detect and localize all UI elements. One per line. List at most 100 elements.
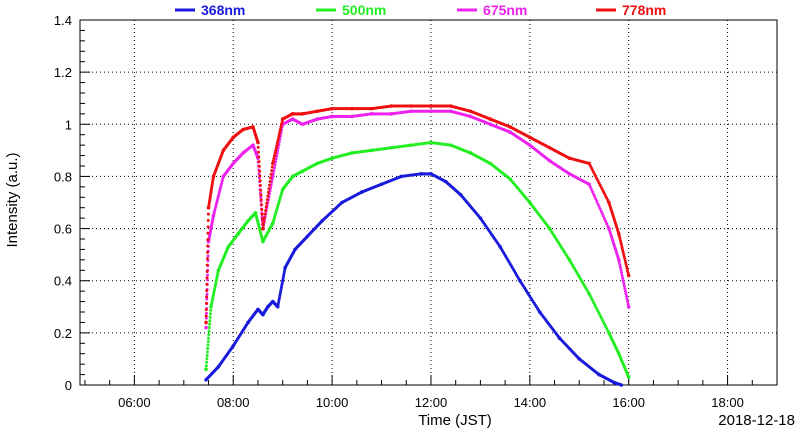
- trace-dot: [280, 122, 284, 126]
- y-tick-label: 1.2: [54, 65, 72, 80]
- trace-dot: [257, 150, 261, 154]
- trace-dot: [617, 260, 621, 264]
- trace-dot: [204, 308, 208, 312]
- trace-dot: [599, 209, 603, 213]
- trace-dot: [274, 149, 278, 153]
- trace-dot: [598, 207, 602, 211]
- trace-dot: [593, 195, 597, 199]
- x-tick-label: 10:00: [316, 395, 349, 410]
- data-point: [256, 140, 260, 145]
- trace-dot: [620, 274, 624, 277]
- trace-dot: [624, 262, 628, 266]
- x-tick-label: 06:00: [118, 395, 151, 410]
- trace-dot: [270, 165, 274, 169]
- trace-dot: [266, 190, 270, 194]
- data-point: [204, 367, 208, 372]
- trace-dot: [597, 204, 601, 208]
- trace-dot: [265, 201, 269, 205]
- trace-dot: [204, 301, 208, 305]
- trace-dot: [271, 159, 275, 163]
- x-tick-label: 16:00: [612, 395, 645, 410]
- trace-dot: [264, 205, 268, 209]
- trace-dot: [277, 134, 281, 138]
- trace-dot: [205, 295, 209, 299]
- trace-dot: [263, 212, 267, 216]
- trace-dot: [204, 364, 208, 368]
- trace-dot: [622, 284, 626, 288]
- trace-dot: [206, 244, 210, 248]
- trace-dot: [205, 276, 209, 280]
- trace-dot: [619, 241, 623, 245]
- trace-dot: [205, 269, 209, 273]
- trace-dot: [262, 219, 266, 223]
- trace-dot: [625, 267, 629, 271]
- trace-dot: [206, 250, 210, 254]
- data-point: [626, 375, 631, 379]
- trace-dot: [601, 214, 605, 218]
- x-axis-title: Time (JST): [418, 412, 492, 429]
- trace-dot: [622, 255, 626, 259]
- trace-dot: [618, 263, 622, 267]
- trace-dot: [208, 312, 212, 316]
- trace-dot: [594, 197, 598, 201]
- trace-dot: [275, 154, 279, 158]
- trace-dot: [588, 185, 592, 189]
- trace-dot: [268, 179, 272, 183]
- trace-dot: [273, 152, 277, 156]
- data-point: [587, 182, 591, 187]
- trace-dot: [626, 300, 630, 304]
- trace-dot: [620, 243, 624, 247]
- trace-dot: [621, 250, 625, 254]
- trace-dot: [603, 217, 607, 221]
- trace-dot: [619, 268, 623, 272]
- data-point: [617, 258, 621, 262]
- trace-dot: [624, 292, 628, 296]
- trace-dot: [276, 137, 280, 141]
- trace-dot: [272, 156, 276, 160]
- trace-dot: [208, 315, 212, 319]
- series-500nm: [204, 140, 631, 379]
- axis-ticks: 06:00 08:00 10:00 12:00 14:00 16:00 18:00 0 0.2 0…: [54, 13, 778, 410]
- trace-dot: [207, 329, 211, 333]
- trace-dot: [259, 193, 263, 197]
- trace-dot: [205, 292, 209, 296]
- trace-dot: [623, 260, 627, 264]
- trace-dot: [272, 169, 276, 173]
- y-tick-label: 0: [65, 378, 72, 393]
- trace-dot: [605, 222, 609, 226]
- trace-dot: [208, 319, 212, 323]
- series-layer: [204, 104, 631, 387]
- trace-dot: [257, 155, 261, 159]
- y-tick-label: 0.2: [54, 326, 72, 341]
- y-tick-label: 0.6: [54, 222, 72, 237]
- trace-dot: [207, 326, 211, 330]
- trace-dot: [260, 203, 264, 207]
- trace-dot: [258, 179, 262, 183]
- x-tick-label: 18:00: [711, 395, 744, 410]
- trace-dot: [260, 212, 264, 216]
- trace-dot: [275, 142, 279, 146]
- trace-dot: [276, 139, 280, 143]
- trace-dot: [621, 276, 625, 280]
- trace-dot: [204, 311, 208, 315]
- trace-dot: [205, 353, 209, 357]
- legend: 368nm 500nm 675nm 778nm: [175, 2, 666, 18]
- series-778nm: [204, 104, 631, 325]
- trace-dot: [204, 314, 208, 318]
- y-tick-label: 1.4: [54, 13, 72, 28]
- data-point: [270, 161, 275, 166]
- trace-dot: [623, 287, 627, 291]
- y-tick-label: 0.8: [54, 169, 72, 184]
- trace-dot: [205, 350, 209, 354]
- trace-dot: [617, 234, 621, 238]
- trace-dot: [625, 264, 629, 268]
- trace-dot: [260, 207, 264, 211]
- date-label: 2018-12-18: [718, 412, 795, 429]
- data-point: [204, 325, 208, 330]
- trace-dot: [279, 124, 283, 128]
- plot-frame: [79, 19, 778, 386]
- y-axis-title: Intensity (a.u.): [4, 152, 21, 247]
- trace-dot: [274, 147, 278, 151]
- trace-dot: [206, 238, 210, 242]
- trace-dot: [267, 187, 271, 191]
